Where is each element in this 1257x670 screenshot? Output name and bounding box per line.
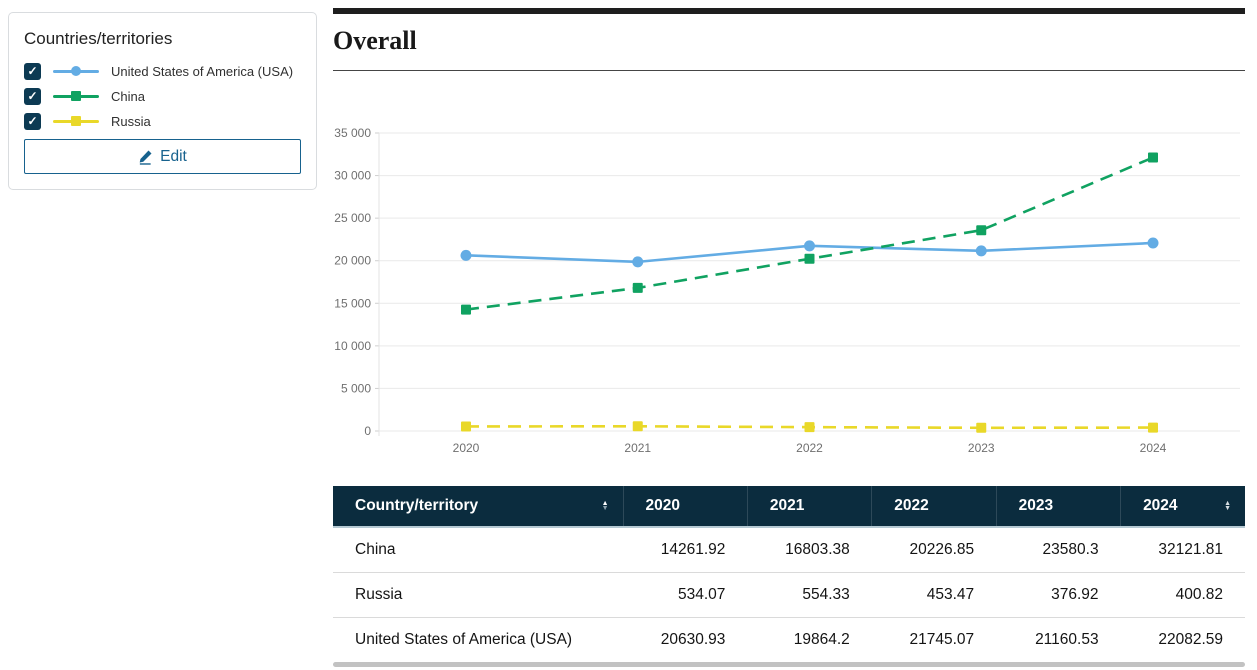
value-cell: 14261.92 [623, 527, 748, 573]
data-point [975, 245, 987, 257]
title-divider [333, 70, 1245, 71]
checkbox[interactable]: ✓ [24, 112, 41, 130]
main-content: Overall 0 5 000 10 000 15 000 20 000 25 000 30… [333, 0, 1245, 670]
table-header-row: Country/territory ▲ ▼ 2020 2021 2022 2023 2024 ▲… [333, 486, 1245, 528]
legend-item-label: United States of America (USA) [111, 63, 294, 79]
legend-item: ✓ United States of America (USA) [24, 62, 301, 80]
value-cell: 20630.93 [623, 617, 748, 662]
data-point [1148, 422, 1158, 433]
value-cell: 23580.3 [996, 527, 1121, 573]
column-header-label: Country/territory [355, 497, 479, 514]
column-header-label: 2024 [1143, 497, 1178, 514]
column-header-label: 2021 [769, 497, 805, 514]
series-united-states-of-america-usa- [460, 237, 1159, 268]
legend-item: ✓ Russia [24, 112, 301, 130]
value-cell: 400.82 [1120, 572, 1245, 618]
data-table: Country/territory ▲ ▼ 2020 2021 2022 2023 2024 ▲… [333, 486, 1245, 662]
legend-item-label: China [111, 88, 145, 104]
data-point [1148, 152, 1158, 163]
panel-title: Countries/territories [24, 29, 173, 48]
table-row: Russia 534.07 554.33 453.47 376.92 400.82 [333, 572, 1245, 618]
data-point [632, 256, 644, 268]
value-cell: 554.33 [747, 572, 872, 618]
x-tick-label: 2022 [796, 441, 823, 455]
column-header-2023[interactable]: 2023 [995, 486, 1121, 528]
series-russia [461, 421, 1158, 433]
value-cell: 22082.59 [1120, 617, 1245, 662]
value-cell: 32121.81 [1120, 527, 1245, 573]
series-china [461, 152, 1158, 315]
top-accent-bar [333, 8, 1245, 14]
value-cell: 534.07 [623, 572, 748, 618]
legend-item: ✓ China [24, 87, 301, 105]
checkbox[interactable]: ✓ [24, 87, 41, 105]
country-cell: China [333, 527, 623, 573]
country-cell: United States of America (USA) [333, 617, 623, 662]
data-point [976, 225, 987, 236]
column-header-label: 2022 [894, 497, 929, 514]
data-point [804, 422, 815, 433]
data-point [460, 249, 472, 261]
x-tick-label: 2023 [968, 441, 995, 455]
data-point [461, 304, 471, 315]
y-tick-label: 5 000 [341, 381, 371, 395]
column-header-2020[interactable]: 2020 [622, 486, 748, 528]
pencil-icon [138, 149, 153, 165]
data-point [461, 421, 471, 432]
value-cell: 21745.07 [871, 617, 997, 662]
table-row: China 14261.92 16803.38 20226.85 23580.3 3212… [333, 527, 1245, 573]
y-tick-label: 20 000 [334, 254, 371, 268]
value-cell: 20226.85 [871, 527, 997, 573]
x-tick-label: 2021 [624, 441, 651, 455]
column-header-2022[interactable]: 2022 [871, 486, 997, 528]
country-cell: Russia [333, 572, 623, 618]
horizontal-scrollbar[interactable] [333, 662, 1245, 667]
series-marker-sample [53, 90, 99, 102]
edit-button-label: Edit [160, 147, 187, 165]
value-cell: 21160.53 [996, 617, 1121, 662]
column-header-label: 2023 [1018, 497, 1054, 514]
grid: 0 5 000 10 000 15 000 20 000 25 000 30 000 35 0… [334, 126, 1240, 455]
y-tick-label: 15 000 [334, 296, 371, 310]
value-cell: 453.47 [871, 572, 997, 618]
page-title: Overall [333, 26, 417, 55]
edit-button[interactable]: Edit [24, 139, 301, 174]
series-marker-sample [53, 65, 99, 77]
value-cell: 19864.2 [747, 617, 872, 662]
y-tick-label: 10 000 [334, 339, 371, 353]
checkbox[interactable]: ✓ [24, 62, 41, 80]
data-table-wrap: Country/territory ▲ ▼ 2020 2021 2022 2023 2024 ▲… [333, 486, 1245, 667]
table-row: United States of America (USA) 20630.93 19… [333, 617, 1245, 662]
legend-item-label: Russia [111, 113, 151, 129]
series-marker-sample [53, 115, 99, 127]
value-cell: 16803.38 [747, 527, 872, 573]
x-tick-label: 2024 [1140, 441, 1167, 455]
y-tick-label: 35 000 [334, 126, 371, 140]
data-point [632, 421, 643, 432]
sort-icon[interactable]: ▲ ▼ [1224, 499, 1231, 512]
data-point [632, 282, 643, 293]
value-cell: 376.92 [996, 572, 1121, 618]
y-tick-label: 25 000 [334, 211, 371, 225]
line-chart: 0 5 000 10 000 15 000 20 000 25 000 30 000 35 0… [334, 126, 1240, 455]
countries-panel: Countries/territories ✓ United States of … [8, 12, 317, 190]
table-body: China 14261.92 16803.38 20226.85 23580.3 3212… [333, 527, 1245, 662]
x-tick-label: 2020 [453, 441, 480, 455]
data-point [804, 240, 815, 252]
y-tick-label: 30 000 [334, 169, 371, 183]
y-tick-label: 0 [364, 424, 371, 438]
column-header-2024[interactable]: 2024 ▲ ▼ [1120, 486, 1245, 528]
data-point [976, 422, 987, 433]
legend-list: ✓ United States of America (USA) ✓ China ✓ Ru… [24, 62, 301, 130]
column-header-country-territory[interactable]: Country/territory ▲ ▼ [333, 486, 623, 528]
column-header-2021[interactable]: 2021 [746, 486, 872, 528]
column-header-label: 2020 [645, 497, 680, 514]
data-point [1147, 237, 1159, 249]
data-point [804, 253, 815, 264]
sort-icon[interactable]: ▲ ▼ [601, 499, 609, 512]
